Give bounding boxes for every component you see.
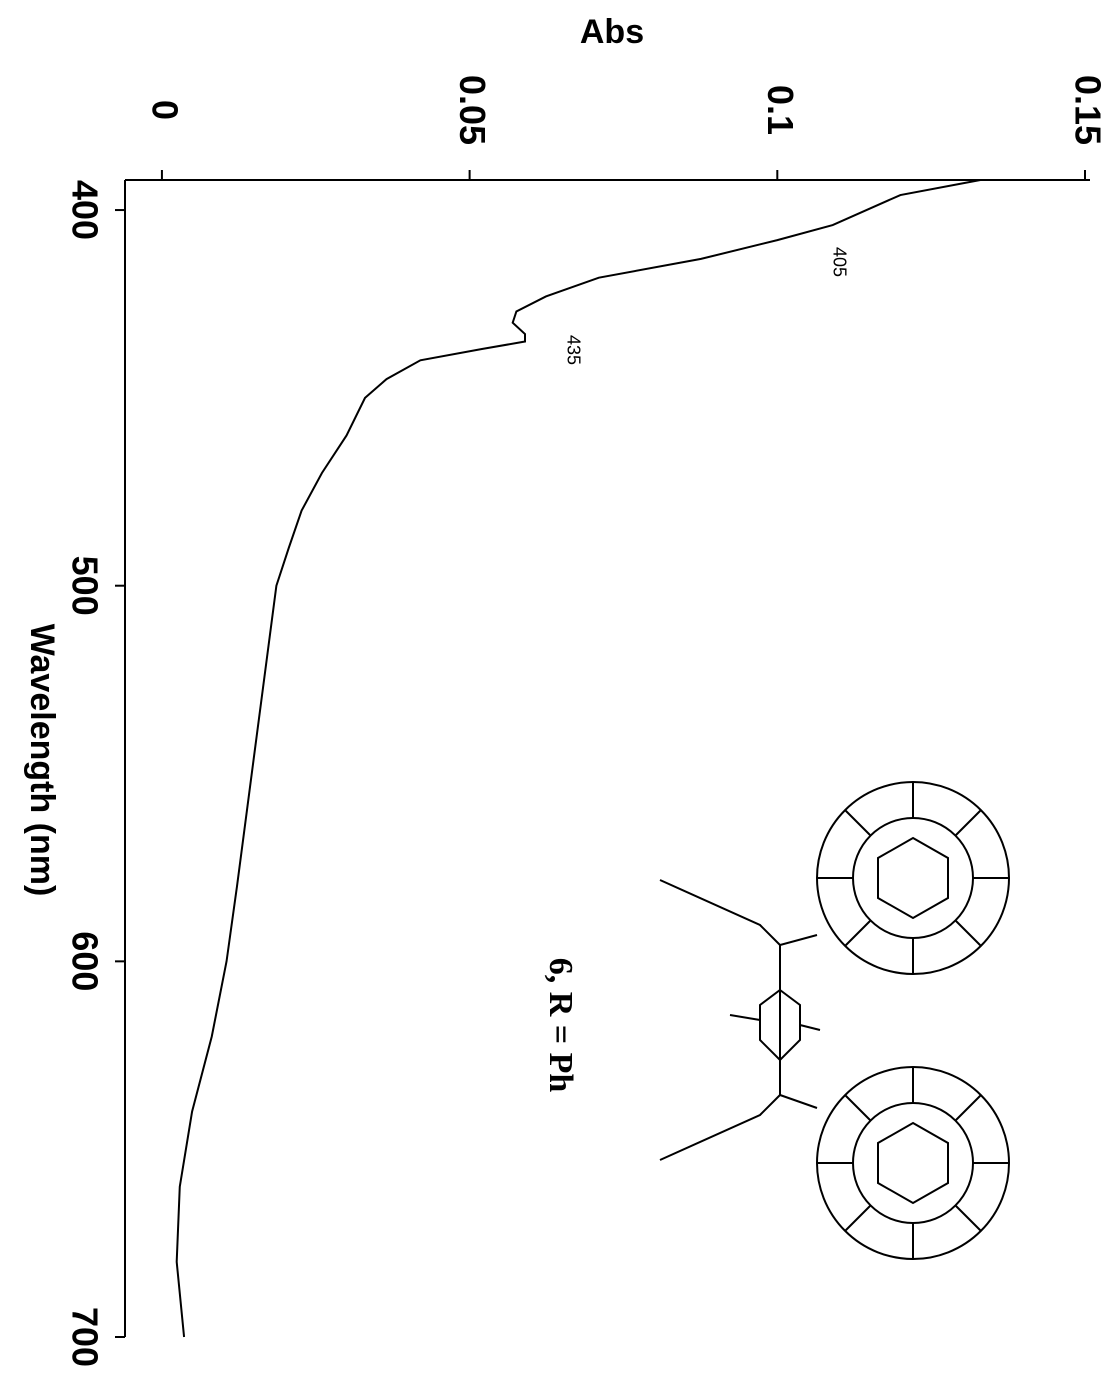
y-tick-label: 0.15 xyxy=(1067,75,1108,145)
molecule xyxy=(659,781,1010,1260)
x-tick-label: 400 xyxy=(64,180,105,240)
annotation: 435 xyxy=(563,335,583,365)
y-axis-label: Abs xyxy=(580,13,644,51)
spectrum-line xyxy=(175,179,981,1338)
x-axis-label: Wavelength (nm) xyxy=(23,624,61,897)
x-tick-label: 500 xyxy=(64,556,105,616)
x-tick-label: 700 xyxy=(64,1307,105,1367)
annotation: 405 xyxy=(829,247,849,277)
y-tick-label: 0.1 xyxy=(760,85,801,135)
y-tick-label: 0.05 xyxy=(452,75,493,145)
y-tick-label: 0 xyxy=(144,100,185,120)
x-tick-label: 600 xyxy=(64,931,105,991)
compound-label: 6, R = Ph xyxy=(542,958,579,1093)
